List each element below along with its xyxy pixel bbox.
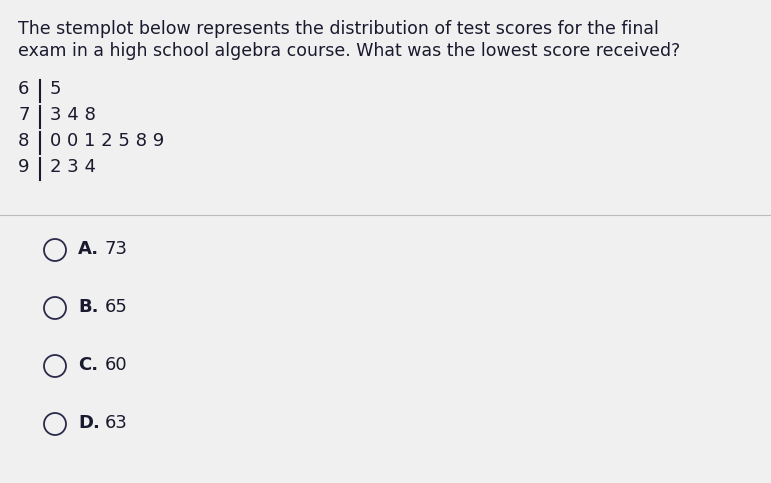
- Text: 73: 73: [105, 240, 128, 258]
- Text: 63: 63: [105, 414, 128, 432]
- Text: D.: D.: [78, 414, 100, 432]
- Text: 7: 7: [18, 106, 29, 124]
- Text: The stemplot below represents the distribution of test scores for the final: The stemplot below represents the distri…: [18, 20, 659, 38]
- Text: 9: 9: [18, 158, 29, 176]
- Text: 2 3 4: 2 3 4: [50, 158, 96, 176]
- Text: C.: C.: [78, 356, 98, 374]
- Text: 8: 8: [18, 132, 29, 150]
- Text: exam in a high school algebra course. What was the lowest score received?: exam in a high school algebra course. Wh…: [18, 42, 680, 60]
- Text: 0 0 1 2 5 8 9: 0 0 1 2 5 8 9: [50, 132, 164, 150]
- Text: 3 4 8: 3 4 8: [50, 106, 96, 124]
- Text: B.: B.: [78, 298, 99, 316]
- Text: 60: 60: [105, 356, 128, 374]
- Text: A.: A.: [78, 240, 99, 258]
- Text: 5: 5: [50, 80, 62, 98]
- Text: 6: 6: [18, 80, 29, 98]
- Text: 65: 65: [105, 298, 128, 316]
